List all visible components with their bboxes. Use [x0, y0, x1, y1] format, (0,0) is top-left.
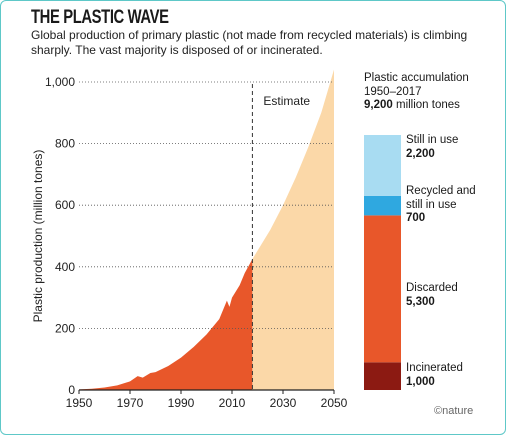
- segment-name: Incinerated: [406, 362, 463, 374]
- y-axis-label: Plastic production (million tones): [31, 150, 45, 323]
- y-tick-label: 400: [55, 260, 75, 274]
- accumulation-segment-label: Still in use 2,200: [406, 134, 458, 161]
- chart-subtitle: Global production of primary plastic (no…: [31, 28, 468, 57]
- accumulation-bar-segment: [364, 195, 401, 216]
- accumulation-title: Plastic accumulation: [364, 72, 469, 84]
- segment-name: Still in use: [406, 134, 459, 146]
- segment-name: Discarded: [406, 282, 458, 294]
- segment-value: 1,000: [406, 375, 435, 388]
- y-tick-label: 1,000: [45, 75, 75, 89]
- x-tick-label: 2010: [219, 396, 246, 410]
- credit-text: ©nature: [434, 405, 474, 417]
- y-tick-label: 600: [55, 198, 75, 212]
- accumulation-total: 9,200 million tones: [364, 99, 469, 113]
- accumulation-total-unit: million tones: [395, 99, 460, 111]
- segment-name: still in use: [406, 198, 457, 211]
- x-tick-label: 1970: [117, 396, 144, 410]
- accumulation-bar-segment: [364, 362, 401, 390]
- accumulation-heading: Plastic accumulation 1950–2017 9,200 mil…: [364, 72, 469, 113]
- y-tick-label: 800: [55, 137, 75, 151]
- area-series-historical: [79, 259, 253, 390]
- accumulation-total-value: 9,200: [364, 99, 393, 111]
- area-series-estimate: [252, 69, 334, 391]
- accumulation-bar-segment: [364, 135, 401, 196]
- x-tick-label: 2030: [270, 396, 297, 410]
- x-tick-label: 1950: [66, 396, 93, 410]
- chart-title: THE PLASTIC WAVE: [31, 7, 169, 28]
- segment-value: 2,200: [406, 147, 435, 160]
- accumulation-bar-segment: [364, 215, 401, 363]
- estimate-label: Estimate: [263, 94, 310, 108]
- y-tick-label: 0: [68, 383, 75, 397]
- x-tick-label: 2050: [321, 396, 348, 410]
- segment-value: 700: [406, 212, 426, 224]
- segment-name: Recycled and: [406, 185, 476, 197]
- accumulation-segment-label: Discarded 5,300: [406, 282, 458, 309]
- segment-value: 5,300: [406, 295, 435, 308]
- accumulation-segment-label: Recycled and still in use 700: [406, 185, 476, 226]
- x-tick-label: 1990: [168, 396, 195, 410]
- accumulation-period: 1950–2017: [364, 85, 422, 98]
- y-tick-label: 200: [55, 321, 75, 335]
- accumulation-segment-label: Incinerated 1,000: [406, 362, 463, 389]
